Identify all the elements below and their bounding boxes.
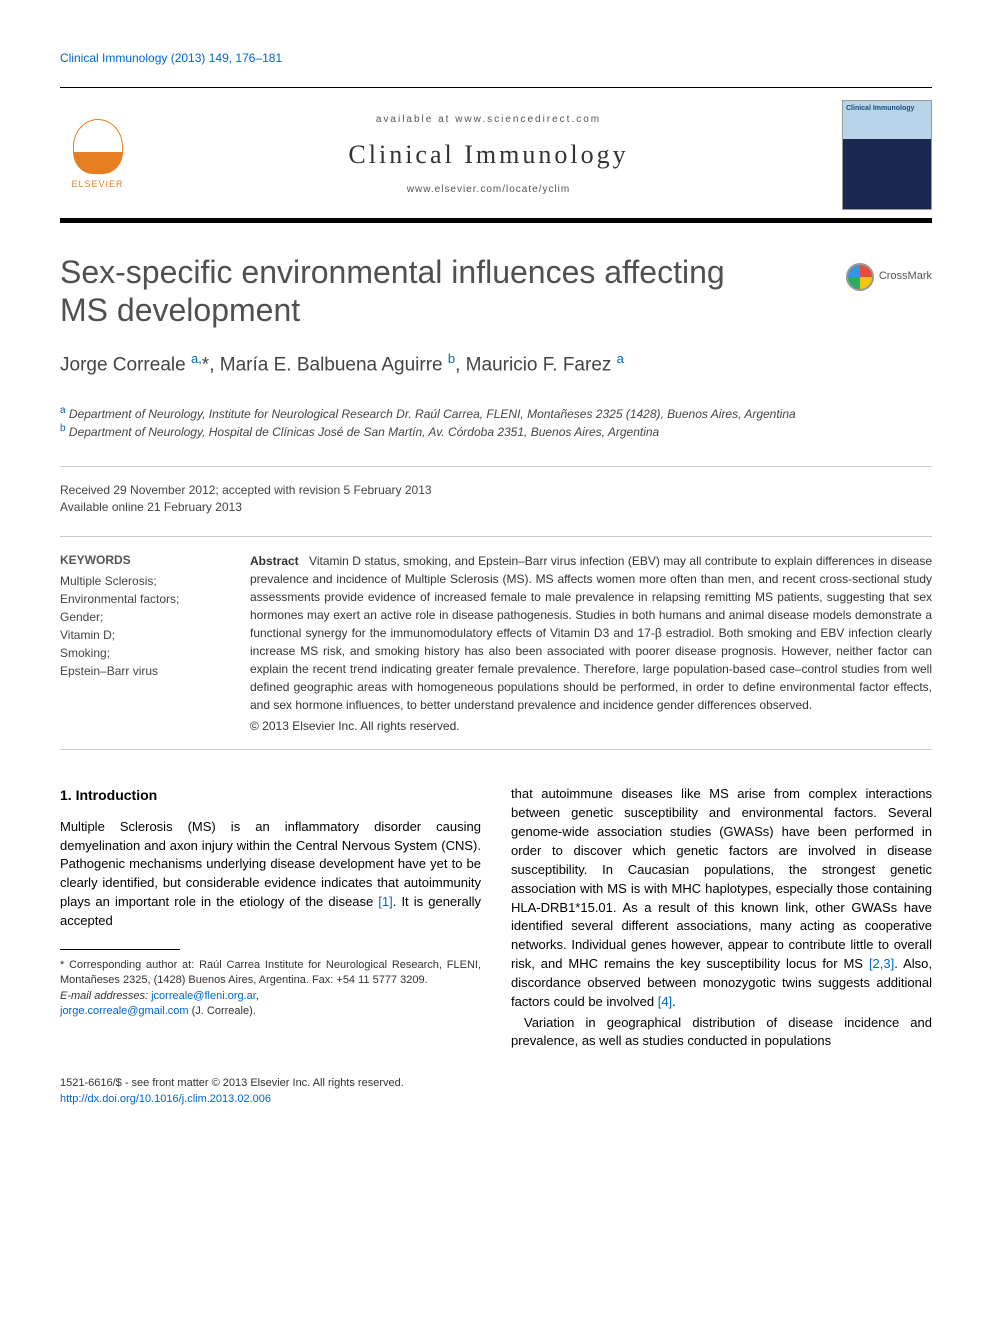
- email-link-1[interactable]: jcorreale@fleni.org.ar: [151, 990, 256, 1002]
- crossmark-badge[interactable]: CrossMark: [846, 263, 932, 291]
- ref-link-4[interactable]: [4]: [658, 994, 672, 1009]
- intro-text-3: Variation in geographical distribution o…: [511, 1015, 932, 1049]
- body-column-right: that autoimmune diseases like MS arise f…: [511, 785, 932, 1051]
- keywords-list: Multiple Sclerosis;Environmental factors…: [60, 572, 220, 680]
- elsevier-logo: ELSEVIER: [60, 112, 135, 197]
- abstract-text: Abstract Vitamin D status, smoking, and …: [250, 552, 932, 714]
- intro-paragraph-1: Multiple Sclerosis (MS) is an inflammato…: [60, 818, 481, 931]
- doi-link[interactable]: http://dx.doi.org/10.1016/j.clim.2013.02…: [60, 1093, 271, 1105]
- email-suffix: (J. Correale).: [192, 1005, 256, 1017]
- affiliations: a Department of Neurology, Institute for…: [60, 404, 932, 442]
- ref-link-1[interactable]: [1]: [378, 894, 392, 909]
- journal-title: Clinical Immunology: [155, 137, 822, 173]
- journal-reference: Clinical Immunology (2013) 149, 176–181: [60, 50, 932, 67]
- footnote-divider: [60, 949, 180, 950]
- author-list: Jorge Correale a,*, María E. Balbuena Ag…: [60, 350, 932, 379]
- elsevier-text: ELSEVIER: [71, 178, 123, 191]
- cover-title: Clinical Immunology: [843, 101, 931, 117]
- email-link-2[interactable]: jorge.correale@gmail.com: [60, 1005, 189, 1017]
- online-date: Available online 21 February 2013: [60, 499, 932, 516]
- available-at-text: available at www.sciencedirect.com: [155, 113, 822, 127]
- abstract-label: Abstract: [250, 554, 299, 568]
- intro-paragraph-2: that autoimmune diseases like MS arise f…: [511, 785, 932, 1011]
- email-label: E-mail addresses:: [60, 990, 148, 1002]
- elsevier-tree-icon: [73, 119, 123, 174]
- body-column-left: 1. Introduction Multiple Sclerosis (MS) …: [60, 785, 481, 1051]
- abstract-body: Vitamin D status, smoking, and Epstein–B…: [250, 554, 932, 712]
- crossmark-icon: [846, 263, 874, 291]
- footer-info: 1521-6616/$ - see front matter © 2013 El…: [60, 1076, 932, 1107]
- intro-text-2: that autoimmune diseases like MS arise f…: [511, 786, 932, 971]
- crossmark-label: CrossMark: [879, 269, 932, 284]
- intro-text-2c: .: [672, 994, 676, 1009]
- article-dates: Received 29 November 2012; accepted with…: [60, 466, 932, 516]
- issn-line: 1521-6616/$ - see front matter © 2013 El…: [60, 1076, 932, 1091]
- journal-masthead: ELSEVIER available at www.sciencedirect.…: [60, 87, 932, 223]
- corresponding-text: * Corresponding author at: Raúl Carrea I…: [60, 958, 481, 989]
- journal-url: www.elsevier.com/locate/yclim: [155, 183, 822, 197]
- abstract-copyright: © 2013 Elsevier Inc. All rights reserved…: [250, 718, 932, 735]
- article-title: Sex-specific environmental influences af…: [60, 253, 780, 330]
- intro-paragraph-3: Variation in geographical distribution o…: [511, 1014, 932, 1052]
- ref-link-23[interactable]: [2,3]: [869, 956, 894, 971]
- journal-cover-thumbnail: Clinical Immunology: [842, 100, 932, 210]
- received-date: Received 29 November 2012; accepted with…: [60, 482, 932, 499]
- introduction-heading: 1. Introduction: [60, 785, 481, 805]
- keywords-heading: KEYWORDS: [60, 552, 220, 569]
- corresponding-author: * Corresponding author at: Raúl Carrea I…: [60, 958, 481, 1020]
